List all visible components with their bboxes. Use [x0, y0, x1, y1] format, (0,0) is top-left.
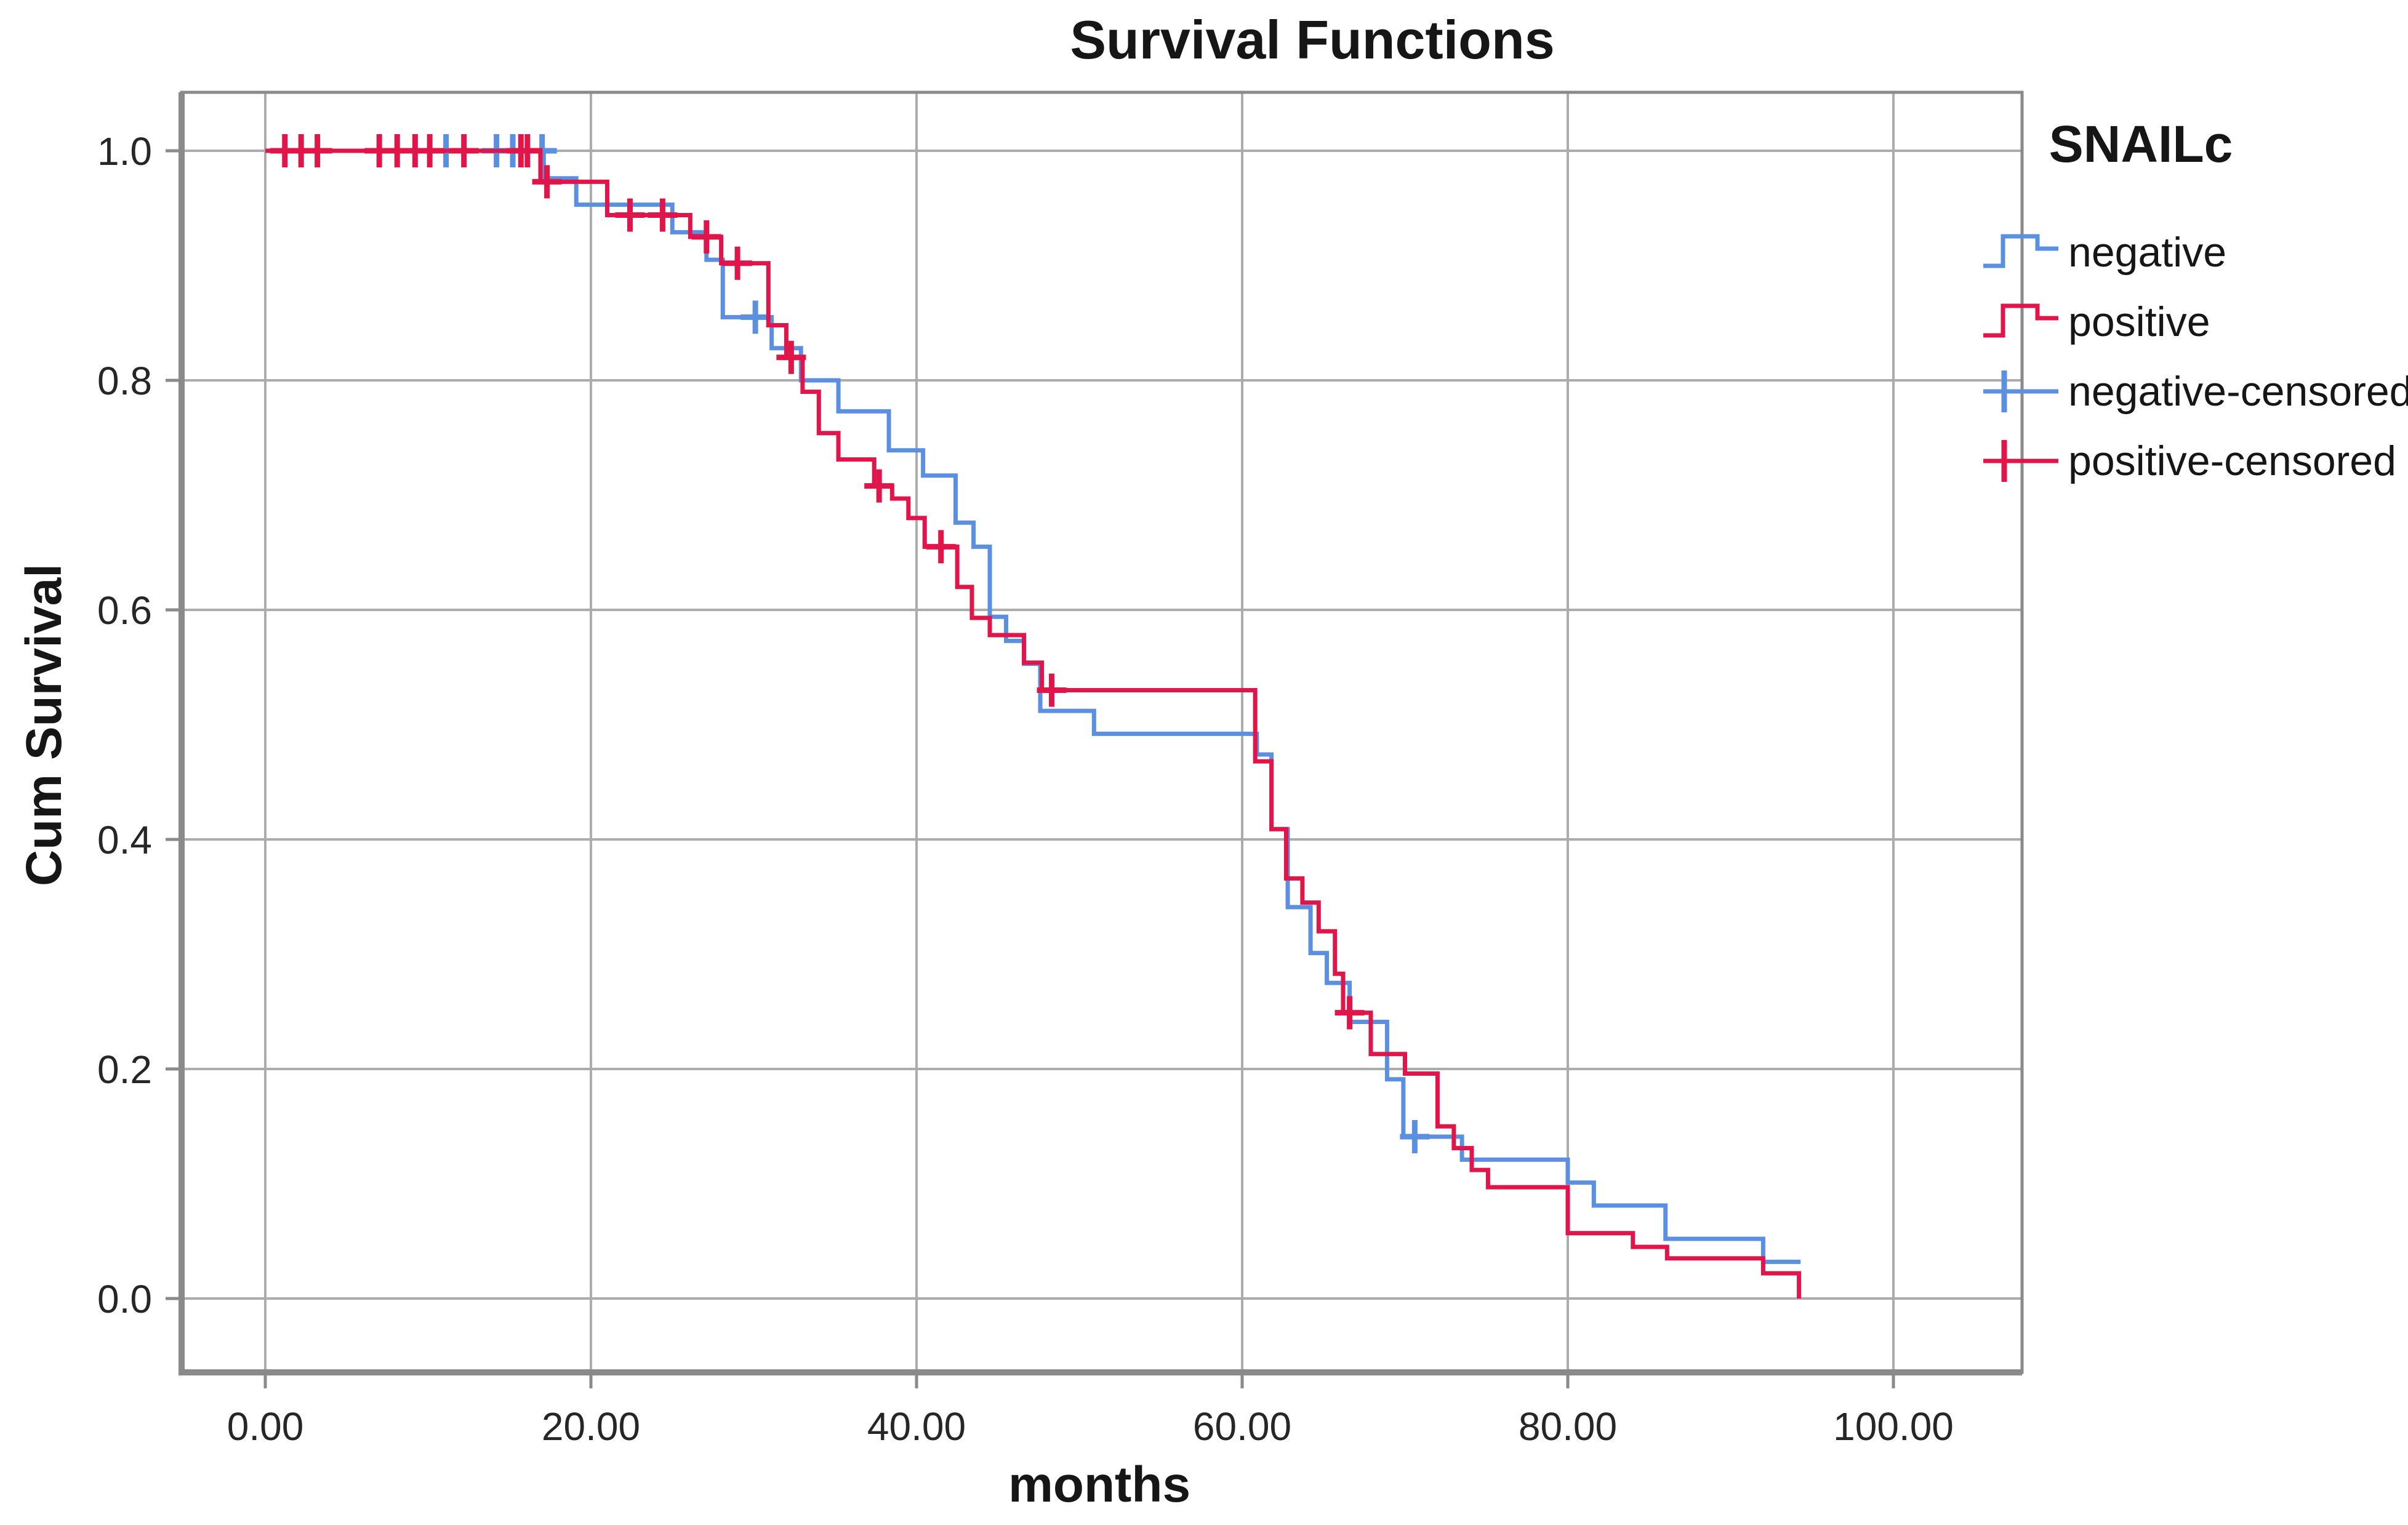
- y-tick-label: 0.6: [97, 588, 152, 633]
- x-tick-label: 60.00: [1193, 1404, 1291, 1449]
- positive-censored-plus-icon: [1983, 439, 2058, 482]
- y-tick-label: 0.2: [97, 1047, 152, 1092]
- y-axis-label: Cum Survival: [16, 563, 72, 887]
- x-axis-label: months: [1008, 1457, 1191, 1513]
- series-negative: [265, 134, 1801, 1264]
- legend-item-positive-censored: positive-censored: [1981, 426, 2399, 495]
- legend-item-negative: negative: [1981, 217, 2399, 287]
- y-tick-label: 1.0: [97, 129, 152, 174]
- legend-item-positive: positive: [1981, 287, 2399, 356]
- legend-item-label: negative: [2068, 228, 2227, 276]
- tick-labels: 0.00 20.00 40.00 60.00 80.00 100.00 1.0 0.8 0.6 0…: [97, 129, 1954, 1449]
- legend-title: SNAILc: [2049, 115, 2233, 173]
- series-positive: [265, 134, 1802, 1299]
- y-tick-label: 0.8: [97, 359, 152, 403]
- x-tick-label: 0.00: [227, 1404, 304, 1449]
- negative-line-sample-icon: [1983, 234, 2058, 268]
- negative-censored-plus-icon: [1983, 370, 2058, 412]
- legend-item-label: positive: [2068, 298, 2210, 345]
- chart-title: Survival Functions: [1070, 9, 1555, 70]
- x-tick-label: 100.00: [1833, 1404, 1954, 1449]
- y-tick-label: 0.0: [97, 1277, 152, 1321]
- legend-item-label: positive-censored: [2068, 437, 2396, 484]
- legend-item-label: negative-censored: [2068, 367, 2408, 415]
- legend-item-negative-censored: negative-censored: [1981, 356, 2408, 426]
- y-tick-label: 0.4: [97, 818, 152, 862]
- plot-frame: [179, 90, 2024, 1375]
- axis-ticks: [166, 149, 1895, 1388]
- negative-curve: [265, 148, 1801, 1264]
- positive-line-sample-icon: [1983, 303, 2058, 337]
- x-tick-label: 20.00: [542, 1404, 640, 1449]
- x-tick-label: 40.00: [867, 1404, 966, 1449]
- legend: SNAILc negative positive negative-c: [1981, 114, 2408, 495]
- x-tick-label: 80.00: [1519, 1404, 1617, 1449]
- legend-items: negative positive negative-censored: [1981, 217, 2408, 495]
